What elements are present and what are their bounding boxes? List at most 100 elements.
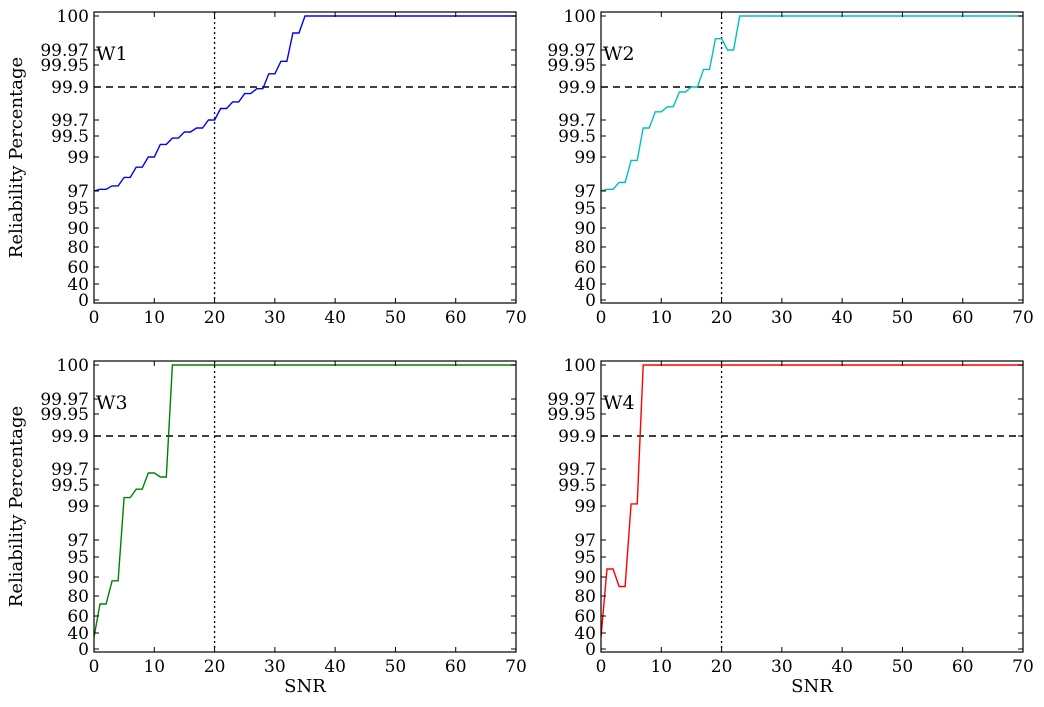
count-label: 1358/1358 (843, 202, 854, 256)
count-label: 4909/4910 (300, 202, 311, 256)
x-tick-label: 20 (711, 308, 733, 328)
x-tick-label: 0 (89, 657, 100, 677)
y-tick-label: 100 (57, 7, 89, 27)
count-label: 13571/13621 (204, 202, 215, 268)
x-tick-label: 40 (831, 308, 853, 328)
count-label: 51/51 (384, 551, 395, 581)
count-label: 0/0 (457, 202, 468, 220)
count-label: 10/10 (771, 551, 782, 581)
count-label: 3266/3532 (119, 551, 130, 605)
y-tick-label: 100 (564, 356, 596, 376)
count-label: 20843/32017 (95, 551, 106, 617)
axes-frame (93, 11, 517, 304)
count-label: 18/18 (481, 551, 492, 581)
count-label: 2393/2393 (348, 202, 359, 256)
y-tick-label: 99.97 (40, 41, 89, 61)
count-label: 5/5 (843, 551, 854, 569)
count-label: 2021/2021 (807, 202, 818, 256)
y-tick-label: 100 (57, 356, 89, 376)
count-label: 0/0 (493, 202, 504, 220)
count-label: 402/402 (179, 551, 190, 593)
count-label: 1032/1032 (372, 202, 383, 256)
count-label: 7/7 (807, 551, 818, 569)
count-label: 0/0 (1012, 551, 1023, 569)
count-label: 0/0 (976, 551, 987, 569)
y-tick-label: 99.9 (51, 78, 89, 98)
x-tick-label: 30 (771, 308, 793, 328)
count-label: 42/42 (940, 202, 951, 232)
count-label: 1/1 (409, 202, 420, 220)
count-label: 289/289 (916, 202, 927, 244)
x-tick-label: 70 (505, 657, 527, 677)
count-label: 616/616 (891, 202, 902, 244)
panel-w1: 41906/43929 41621/42780 39064/39981 33754/3… (6, 7, 527, 328)
y-tick-label: 99.9 (558, 427, 596, 447)
count-label: 39/39 (421, 551, 432, 581)
count-label: 244/244 (216, 551, 227, 593)
count-label: 1/1 (928, 551, 939, 569)
y-tick-label: 99 (67, 497, 89, 517)
count-label: 187/187 (240, 551, 251, 593)
y-tick-label: 95 (67, 548, 89, 568)
y-tick-label: 99.7 (51, 111, 89, 131)
x-tick-label: 30 (264, 657, 286, 677)
y-tick-label: 99.7 (51, 460, 89, 480)
y-tick-label: 0 (585, 291, 596, 311)
panel-w3: 20843/32017 11404/12222 3266/3532 1471/1481… (6, 356, 527, 697)
count-label: 28357/28747 (143, 202, 154, 268)
count-label: 25/25 (457, 551, 468, 581)
count-label: 75/75 (336, 551, 347, 581)
x-tick-label: 10 (650, 308, 672, 328)
x-tick-label: 60 (952, 657, 974, 677)
count-label: 82/82 (324, 551, 335, 581)
count-label: 33754/34371 (131, 202, 142, 268)
y-tick-label: 99.5 (558, 127, 596, 147)
count-label: 39064/39981 (119, 202, 130, 268)
x-tick-label: 60 (445, 657, 467, 677)
x-tick-label: 10 (143, 657, 165, 677)
panel-label: W3 (96, 392, 128, 414)
panel-w2: 36043/38122 32680/33628 22685/23083 16034/1… (547, 7, 1033, 328)
panel-w4: 21107/27345 8079/8675 410/494 121/122 70/70 4… (547, 356, 1033, 697)
y-tick-label: 100 (564, 7, 596, 27)
count-label: 4/4 (867, 551, 878, 569)
count-label: 2889/2889 (771, 202, 782, 256)
count-label: 4/4 (879, 551, 890, 569)
count-label: 0/0 (1000, 202, 1011, 220)
y-tick-label: 95 (574, 199, 596, 219)
y-tick-label: 80 (67, 238, 89, 258)
count-label: 3582/3582 (747, 202, 758, 256)
x-tick-label: 30 (264, 308, 286, 328)
y-tick-label: 95 (67, 199, 89, 219)
count-label: 1784/1784 (819, 202, 830, 256)
count-label: 2563/2563 (783, 202, 794, 256)
count-label: 459/459 (904, 202, 915, 244)
count-label: 630/638 (155, 551, 166, 593)
x-tick-label: 0 (596, 657, 607, 677)
y-tick-label: 80 (574, 238, 596, 258)
count-label: 161/161 (252, 551, 263, 593)
count-label: 8272/8279 (252, 202, 263, 256)
count-label: 3185/3185 (759, 202, 770, 256)
count-label: 29/29 (445, 551, 456, 581)
count-label: 28/28 (686, 551, 697, 581)
y-tick-label: 0 (78, 291, 89, 311)
count-label: 19/19 (699, 551, 710, 581)
count-label: 66/66 (360, 551, 371, 581)
count-label: 35/35 (433, 551, 444, 581)
y-tick-label: 60 (574, 607, 596, 627)
count-label: 41621/42780 (107, 202, 118, 268)
count-label: 23/23 (469, 551, 480, 581)
y-tick-label: 90 (67, 219, 89, 239)
y-tick-label: 99.97 (40, 390, 89, 410)
y-tick-label: 97 (574, 531, 596, 551)
y-tick-label: 99.95 (547, 56, 596, 76)
count-label: 7306/7311 (264, 202, 275, 256)
x-tick-label: 20 (711, 657, 733, 677)
count-label: 0/0 (988, 551, 999, 569)
y-tick-label: 40 (67, 275, 89, 295)
count-label: 52/52 (397, 202, 408, 232)
count-label: 11404/12222 (107, 551, 118, 617)
count-label: 11989/12021 (216, 202, 227, 268)
x-tick-label: 70 (505, 308, 527, 328)
